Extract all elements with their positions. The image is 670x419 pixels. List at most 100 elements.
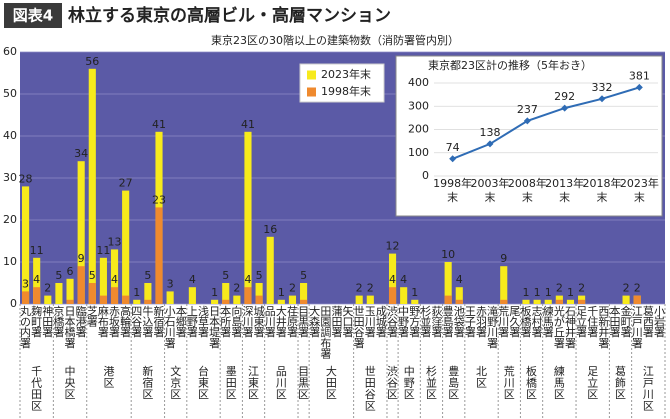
legend-swatch [307, 87, 316, 97]
group-label: 練馬区 [554, 364, 565, 401]
x-tick-label: 小石川署 [165, 305, 176, 350]
x-tick-label: 矢口署 [343, 304, 354, 339]
data-label: 1 [567, 286, 574, 299]
x-tick-label: 世田谷署 [354, 305, 365, 350]
x-tick-label: 本郷署 [176, 304, 187, 339]
x-tick-label: 上野署 [187, 305, 198, 339]
data-label: 1 [522, 286, 529, 299]
group-label: 中野区 [404, 365, 415, 401]
point [486, 140, 494, 148]
data-label: 1 [534, 286, 541, 299]
data-label: 74 [446, 141, 460, 154]
data-label: 28 [19, 172, 33, 185]
y-tick-label: 40 [3, 129, 17, 142]
bar [233, 295, 241, 304]
x-tick-label: 石神井署 [565, 305, 576, 350]
data-label: 13 [108, 235, 122, 248]
x-tick-label: 志村署 [532, 305, 543, 339]
inset-title: 東京都23区計の推移（5年おき） [428, 58, 592, 72]
group-label: 中央区 [65, 365, 76, 401]
x-tick-label: 赤羽署 [476, 305, 487, 339]
point [635, 83, 643, 91]
x-tick-label: 高輪署 [120, 304, 131, 339]
y-tick-label: 10 [3, 255, 17, 268]
bar [455, 287, 463, 304]
x-tick-label: 葛西署 [643, 305, 654, 339]
bar [244, 287, 252, 304]
data-label: 381 [629, 69, 650, 82]
x-tick-label: 2003年末 [471, 176, 510, 204]
data-label: 4 [244, 273, 251, 286]
data-label: 2 [556, 282, 563, 295]
x-tick-label: 本田署 [609, 304, 620, 339]
data-label: 332 [592, 81, 613, 94]
bar [110, 249, 119, 304]
x-tick-label: 深川署 [242, 305, 253, 339]
y-tick-label: 0 [10, 297, 17, 310]
x-tick-label: 光が丘署 [554, 304, 565, 350]
data-label: 237 [517, 103, 538, 116]
x-tick-label: 小岩署 [654, 305, 665, 339]
x-tick-label: 新宿署 [154, 304, 165, 339]
bar [566, 299, 575, 304]
bar [88, 283, 96, 304]
bar [22, 186, 30, 304]
bar [444, 295, 452, 304]
x-tick-label: 2018年末 [583, 176, 622, 204]
x-tick-label: 尾久署 [509, 305, 520, 339]
data-label: 2 [367, 282, 374, 295]
bar [533, 299, 541, 304]
x-tick-label: 杉並署 [420, 304, 431, 339]
x-tick-label: 本所署 [220, 304, 231, 339]
bar [300, 283, 308, 304]
bar [522, 299, 530, 304]
bar [222, 299, 230, 304]
data-label: 5 [222, 269, 229, 282]
data-label: 4 [400, 273, 407, 286]
bar [211, 299, 219, 304]
bar [66, 278, 74, 304]
y-tick-label: 100 [408, 146, 429, 159]
bar [222, 283, 230, 304]
bar [411, 299, 419, 304]
legend-label: 2023年末 [321, 67, 371, 81]
data-label: 138 [480, 126, 501, 139]
x-tick-label: 大森署 [309, 304, 320, 339]
page-title: 林立する東京の高層ビル・高層マンション [68, 5, 391, 26]
data-label: 23 [152, 193, 166, 206]
x-tick-label: 臨港署 [76, 305, 87, 339]
data-label: 56 [85, 55, 99, 68]
data-label: 2 [44, 282, 51, 295]
group-label: 豊島区 [448, 365, 459, 401]
x-tick-label: 品川署 [265, 305, 276, 339]
data-label: 2 [578, 282, 585, 295]
x-tick-label: 蒲田署 [331, 304, 342, 339]
x-tick-label: 城東署 [254, 305, 265, 339]
bar [122, 295, 130, 304]
data-label: 4 [33, 273, 40, 286]
bar [300, 299, 308, 304]
data-label: 5 [300, 269, 307, 282]
group-label: 世田谷区 [365, 365, 376, 413]
x-tick-label: 足立署 [576, 305, 587, 339]
y-tick-label: 60 [3, 45, 17, 58]
y-tick-label: 30 [3, 171, 17, 184]
data-label: 41 [241, 118, 255, 131]
bar [444, 262, 452, 304]
bar [555, 299, 563, 304]
point [523, 117, 531, 125]
bar [144, 299, 152, 304]
x-tick-label: 荏原署 [287, 305, 298, 339]
group-label: 江戸川区 [643, 365, 654, 413]
x-tick-label: 板橋署 [520, 304, 531, 339]
y-tick-label: 20 [3, 213, 17, 226]
x-tick-label: 荒川署 [498, 305, 509, 339]
group-label: 港区 [103, 365, 114, 390]
bar [622, 295, 630, 304]
x-tick-label: 荻窪署 [432, 305, 443, 339]
bar [22, 291, 30, 304]
bar [122, 190, 130, 304]
x-tick-label: 四谷署 [131, 305, 142, 339]
data-label: 4 [189, 273, 196, 286]
